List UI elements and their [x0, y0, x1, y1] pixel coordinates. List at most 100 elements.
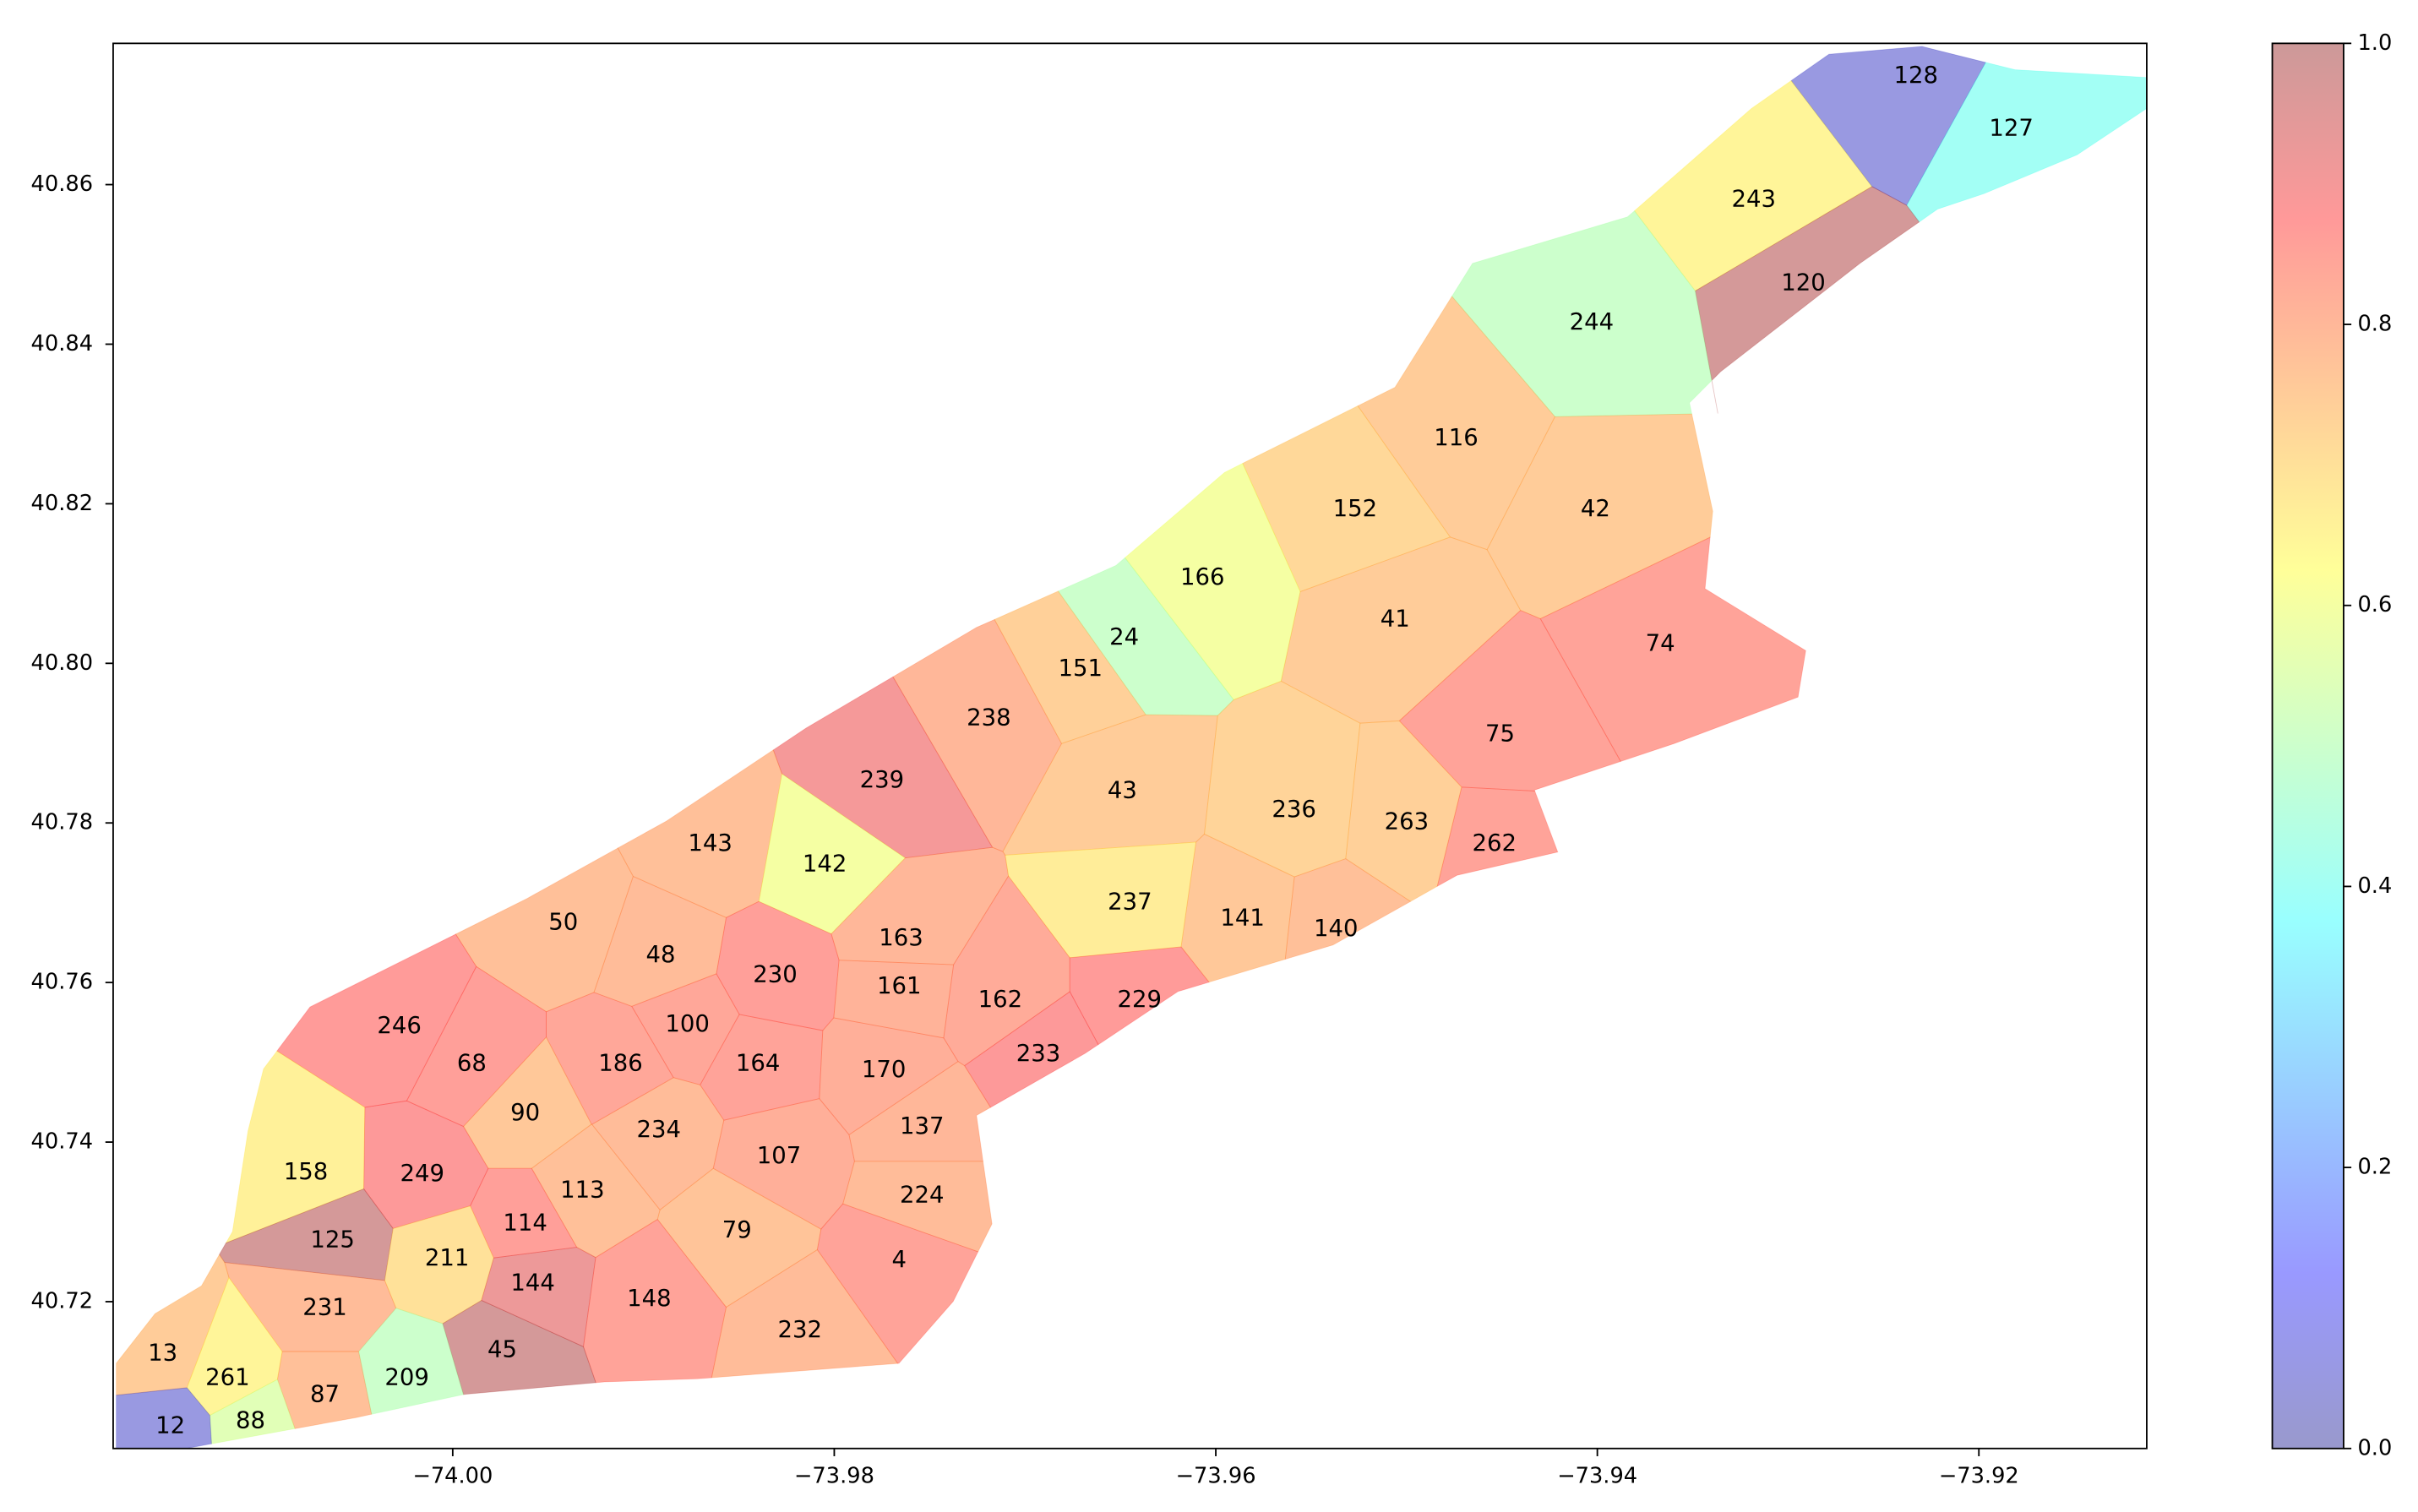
- zone-label: 74: [1646, 630, 1675, 657]
- colorbar: [2272, 43, 2344, 1449]
- x-tick-label: −73.92: [1939, 1463, 2019, 1488]
- zone: [831, 846, 1010, 965]
- y-tick-label: 40.84: [31, 331, 94, 356]
- zone: [384, 1205, 494, 1324]
- zone: [470, 1167, 578, 1259]
- zone-label: 261: [205, 1364, 250, 1391]
- zone: [712, 1098, 855, 1230]
- zone: [1242, 405, 1451, 592]
- zone-label: 24: [1109, 623, 1139, 650]
- zone: [711, 1248, 899, 1379]
- zone: [442, 1299, 596, 1395]
- zone-labels: 128 127 243 120 244 116 152 42 166 41 24 74 151 238 75…: [148, 62, 2034, 1439]
- zone-label: 211: [425, 1244, 470, 1271]
- zone-label: 4: [891, 1246, 907, 1273]
- zone-label: 236: [1272, 796, 1316, 823]
- zone-label: 152: [1333, 495, 1378, 522]
- zone: [656, 1167, 822, 1308]
- zone-label: 88: [236, 1407, 265, 1434]
- zone-label: 209: [384, 1364, 429, 1391]
- zone-label: 162: [978, 986, 1023, 1013]
- y-tick-label: 40.82: [31, 491, 94, 516]
- zone: [276, 933, 477, 1108]
- zone-label: 127: [1989, 114, 2034, 141]
- colorbar-tick-label: 0.8: [2357, 312, 2392, 337]
- y-tick-label: 40.80: [31, 650, 94, 676]
- zone: [406, 965, 547, 1128]
- zone-label: 90: [510, 1099, 540, 1126]
- zone-label: 45: [487, 1336, 517, 1363]
- zone: [1695, 186, 1920, 414]
- zone-label: 100: [665, 1010, 710, 1037]
- map-zones: [116, 46, 2147, 1449]
- zone-label: 158: [284, 1158, 329, 1185]
- zone: [1451, 209, 1713, 417]
- zone-label: 79: [722, 1216, 752, 1243]
- zone: [593, 875, 727, 1007]
- plot-frame: [112, 42, 2148, 1449]
- zone: [943, 875, 1070, 1067]
- zone-label: 244: [1570, 308, 1615, 335]
- zone-label: 232: [778, 1316, 823, 1343]
- zone-label: 42: [1581, 495, 1610, 522]
- zone-label: 43: [1108, 776, 1137, 803]
- zone: [1057, 557, 1234, 716]
- zone: [462, 1036, 592, 1169]
- zone: [758, 773, 907, 935]
- y-tick-label: 40.78: [31, 810, 94, 835]
- zone: [1539, 536, 1806, 762]
- zone-label: 120: [1781, 269, 1826, 296]
- colorbar-tick-label: 0.2: [2357, 1155, 2392, 1180]
- zone: [531, 1123, 661, 1259]
- y-tick-label: 40.76: [31, 970, 94, 995]
- zone-label: 148: [627, 1285, 672, 1312]
- zone-label: 87: [310, 1381, 340, 1408]
- x-tick-label: −73.96: [1176, 1463, 1256, 1488]
- zone: [716, 900, 840, 1031]
- zone-label: 50: [548, 908, 578, 935]
- zone: [481, 1247, 596, 1347]
- zone: [892, 618, 1063, 852]
- zone: [209, 1379, 296, 1444]
- x-tick-label: −73.94: [1557, 1463, 1637, 1488]
- zone: [964, 991, 1099, 1108]
- zone: [276, 1351, 373, 1429]
- zone: [848, 1061, 992, 1162]
- zone-label: 128: [1893, 62, 1938, 89]
- zone: [772, 676, 994, 859]
- zone: [225, 1050, 366, 1244]
- zone-label: 166: [1180, 563, 1225, 590]
- colorbar-frame: [2271, 42, 2344, 1449]
- y-tick-label: 40.74: [31, 1129, 94, 1155]
- zone: [1633, 79, 1873, 292]
- zone: [1002, 714, 1218, 856]
- zone-label: 246: [377, 1012, 422, 1039]
- zone: [1357, 296, 1556, 551]
- zone: [546, 992, 674, 1125]
- zone: [219, 1188, 394, 1281]
- zone-label: 142: [803, 850, 847, 877]
- zone: [819, 1017, 959, 1136]
- colorbar-tick-label: 0.4: [2357, 873, 2392, 899]
- zone: [1436, 786, 1559, 888]
- zone: [1204, 680, 1361, 878]
- zone: [224, 1262, 397, 1352]
- zone: [1280, 536, 1522, 724]
- zone-label: 234: [636, 1116, 681, 1143]
- zone: [1398, 610, 1621, 791]
- zone-label: 113: [560, 1177, 605, 1204]
- zone: [583, 1218, 727, 1384]
- zone-label: 144: [510, 1269, 555, 1296]
- zone: [116, 1254, 230, 1396]
- zone: [816, 1203, 979, 1364]
- zone: [1486, 413, 1713, 620]
- zone: [1284, 858, 1412, 960]
- zone: [591, 1077, 725, 1211]
- zone-label: 186: [598, 1050, 643, 1077]
- zone-label: 140: [1314, 915, 1359, 942]
- zone-label: 233: [1016, 1040, 1061, 1067]
- zone: [700, 1014, 824, 1121]
- zone-label: 125: [310, 1226, 355, 1253]
